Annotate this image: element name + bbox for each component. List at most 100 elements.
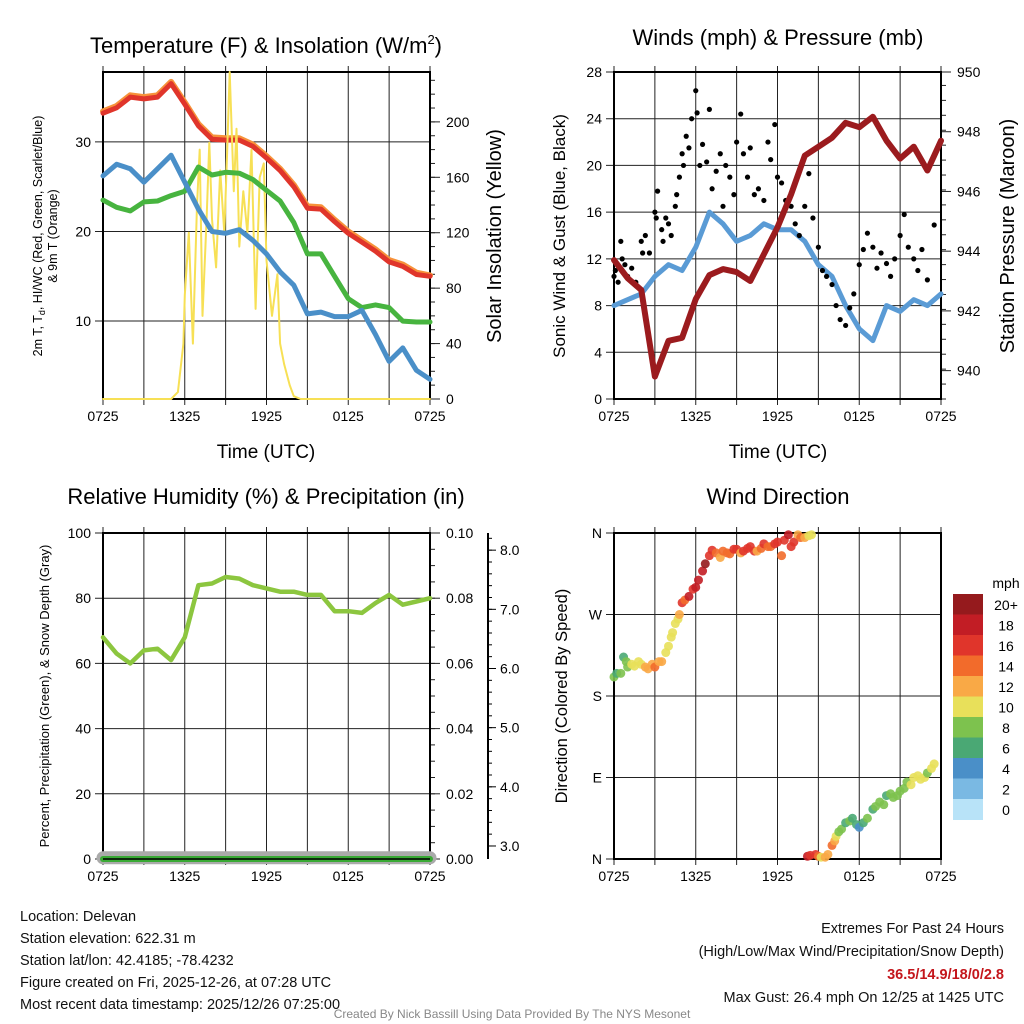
gust-point	[686, 145, 692, 151]
gust-point	[802, 203, 808, 209]
y-tick-label: 20	[586, 157, 602, 173]
right-tick-label: 0.00	[446, 851, 473, 867]
direction-point	[807, 530, 817, 540]
direction-point	[698, 566, 708, 576]
right-tick-label: 80	[446, 280, 462, 296]
x-tick-label: 1325	[680, 868, 711, 884]
gust-point	[723, 162, 729, 169]
x-tick-label: 0725	[925, 868, 956, 884]
y-tick-label: 60	[75, 655, 91, 671]
gust-point	[619, 256, 625, 262]
gust-point	[747, 145, 753, 151]
gust-point	[823, 273, 830, 279]
gust-point	[655, 188, 661, 194]
gust-point	[806, 171, 812, 177]
gust-point	[672, 203, 678, 209]
gust-point	[683, 133, 689, 139]
gust-point	[668, 232, 674, 239]
right-tick-label: 0.02	[446, 786, 473, 802]
gust-point	[679, 151, 685, 157]
x-tick-label: 0725	[87, 868, 118, 884]
gust-point	[642, 232, 648, 239]
gust-point	[699, 141, 706, 148]
gust-point	[919, 246, 925, 253]
gust-point	[847, 305, 853, 311]
direction-point	[789, 537, 799, 547]
station-info: Location: Delevan Station elevation: 622…	[20, 906, 340, 1016]
gust-point	[864, 230, 871, 236]
direction-point	[700, 559, 710, 569]
gust-point	[765, 139, 771, 145]
gust-point	[819, 267, 826, 274]
gust-point	[768, 156, 774, 163]
snow-tick-label: 4.0	[500, 779, 520, 795]
gust-point	[897, 232, 903, 239]
gust-point	[810, 215, 816, 221]
snow-tick-label: 6.0	[500, 660, 520, 676]
title-text: Temperature (F) & Insolation (W/m	[90, 33, 427, 58]
y-tick-label: 40	[75, 721, 91, 737]
pressure-line	[611, 113, 944, 380]
gust-point	[727, 174, 733, 180]
gust-point	[694, 110, 700, 116]
x-tick-label: 1925	[251, 408, 282, 424]
gust-point	[887, 273, 894, 279]
legend-swatch	[953, 655, 983, 677]
y-tick-label: 12	[586, 251, 602, 267]
direction-point	[906, 780, 916, 790]
gust-point	[796, 232, 802, 239]
gust-point	[905, 244, 911, 250]
gust-point	[778, 180, 785, 186]
direction-point	[773, 537, 782, 547]
relative-humidity-line	[100, 574, 433, 666]
legend-swatch	[953, 676, 983, 697]
gust-point	[713, 168, 719, 174]
gust-point	[629, 265, 635, 271]
y-tick-label: 0	[594, 391, 602, 407]
y-tick-label: N	[592, 525, 602, 541]
ylabel-text: , HI/WC (Red, Green, Scarlet/Blue)	[31, 116, 45, 311]
chart-title: Temperature (F) & Insolation (W/m2)	[90, 32, 442, 58]
direction-point	[862, 813, 872, 823]
direction-point	[929, 759, 939, 769]
right-tick-label: 40	[446, 336, 462, 352]
legend-swatch	[953, 799, 983, 820]
snow-tick-label: 7.0	[500, 601, 520, 617]
direction-point	[684, 591, 694, 601]
legend-label: 10	[998, 700, 1014, 716]
panel-2: 0725 1325 1925 0125 072504812162024289409429…	[550, 25, 1019, 463]
gust-point	[924, 277, 930, 283]
direction-point	[616, 668, 626, 678]
gust-point	[856, 262, 862, 268]
gust-point	[744, 174, 751, 180]
gust-point	[709, 186, 715, 192]
right-axis-label: Solar Insolation (Yellow)	[484, 129, 506, 343]
right-tick-label: 0.08	[446, 590, 473, 606]
direction-point	[664, 641, 673, 651]
gust-point	[901, 211, 907, 218]
series-line-td	[100, 164, 433, 325]
gust-point	[660, 238, 666, 244]
direction-point	[691, 582, 701, 592]
title-text-end: )	[435, 33, 442, 58]
max-gust-text: Max Gust: 26.4 mph On 12/25 at 1425 UTC	[723, 990, 1004, 1006]
location-text: Location: Delevan	[20, 909, 137, 925]
series-line-2m-t	[100, 81, 433, 279]
right-tick-label: 944	[957, 243, 981, 259]
gust-point	[653, 215, 659, 221]
gust-point	[676, 174, 683, 180]
gust-point	[883, 260, 890, 267]
x-tick-label: 1325	[169, 408, 200, 424]
y-tick-label: 4	[594, 344, 602, 360]
title-superscript: 2	[427, 32, 434, 47]
gust-point	[772, 121, 778, 128]
right-tick-label: 160	[446, 169, 470, 185]
gust-point	[734, 139, 740, 145]
x-tick-label: 0125	[333, 868, 364, 884]
right-tick-label: 0.06	[446, 655, 473, 671]
legend-swatch	[953, 717, 983, 738]
y-axis-label: Direction (Colored By Speed)	[553, 589, 571, 804]
legend-swatch	[953, 614, 983, 636]
right-tick-label: 200	[446, 114, 470, 130]
